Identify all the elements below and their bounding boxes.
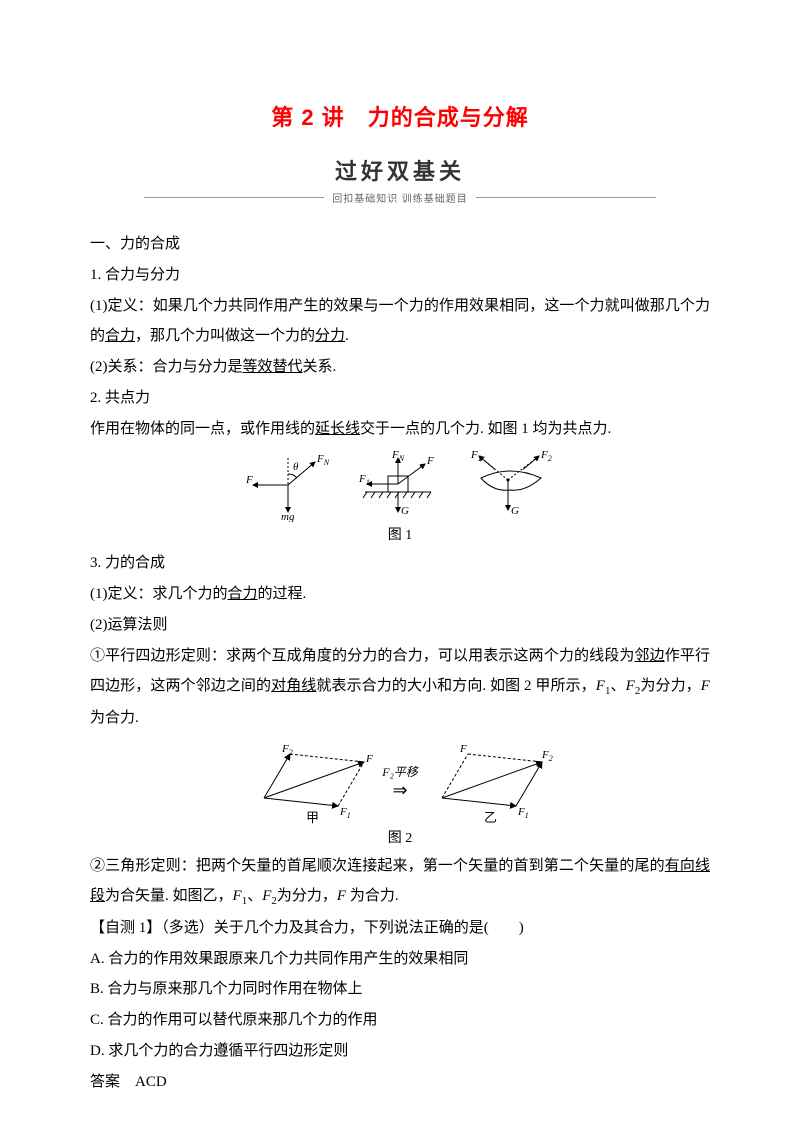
svg-text:F1: F1 — [339, 806, 351, 820]
option-A: A. 合力的作用效果跟原来几个力共同作用产生的效果相同 — [90, 944, 710, 975]
underline-equiv: 等效替代 — [243, 359, 303, 375]
text: 交于一点的几个力. 如图 1 均为共点力. — [360, 421, 611, 437]
text: 为分力， — [277, 888, 337, 904]
section-banner: 过好双基关 回扣基础知识 训练基础题目 — [90, 154, 710, 205]
underline-diag: 对角线 — [271, 678, 316, 694]
var-F1b: F — [233, 888, 242, 904]
underline-ext: 延长线 — [315, 421, 360, 437]
var-F2: F — [626, 678, 635, 694]
fig1-diagram-b: FN F F1 G — [353, 450, 443, 522]
text: 为合矢量. 如图乙， — [105, 888, 233, 904]
heading-1: 一、力的合成 — [90, 229, 710, 260]
text: 、 — [610, 678, 625, 694]
fig2-mid: F₂平移 ⇒ — [382, 763, 418, 801]
underline-side: 邻边 — [634, 648, 664, 664]
para-3-2: (2)运算法则 — [90, 610, 710, 641]
svg-text:θ: θ — [293, 461, 299, 473]
fig2-diagram-jia: F2 F1 F 甲 — [246, 740, 376, 825]
text: ①平行四边形定则：求两个互成角度的分力的合力，可以用表示这两个力的线段为 — [90, 648, 634, 664]
svg-text:F1: F1 — [517, 806, 529, 820]
fig2-diagram-yi: F2 F1 F 乙 — [424, 740, 554, 825]
svg-text:F: F — [365, 753, 373, 765]
text: 为合力. — [346, 888, 399, 904]
text: 为分力， — [640, 678, 700, 694]
text: ，那几个力叫做这一个力的 — [135, 328, 315, 344]
text: 关系. — [303, 359, 337, 375]
fig1-diagram-c: F1 F2 G — [463, 450, 558, 522]
question-stem: 【自测 1】（多选）关于几个力及其合力，下列说法正确的是( ) — [90, 913, 710, 944]
svg-text:F2: F2 — [540, 450, 552, 463]
fig2-mid-text: F₂平移 — [382, 765, 418, 779]
svg-text:F: F — [426, 455, 434, 467]
svg-text:F: F — [459, 743, 467, 755]
svg-text:G: G — [511, 505, 519, 517]
para-relation: (2)关系：合力与分力是等效替代关系. — [90, 352, 710, 383]
para-triangle: ②三角形定则：把两个矢量的首尾顺次连接起来，第一个矢量的首到第二个矢量的尾的有向… — [90, 851, 710, 913]
text: 的过程. — [258, 586, 307, 602]
svg-text:F1: F1 — [470, 450, 482, 463]
underline-heli: 合力 — [105, 328, 135, 344]
text: . — [345, 328, 349, 344]
para-3-1: (1)定义：求几个力的合力的过程. — [90, 579, 710, 610]
text: 作用在物体的同一点，或作用线的 — [90, 421, 315, 437]
svg-text:F: F — [245, 474, 253, 486]
text: 为合力. — [90, 710, 139, 726]
var-F2b: F — [262, 888, 271, 904]
option-D: D. 求几个力的合力遵循平行四边形定则 — [90, 1036, 710, 1067]
banner-line-left — [144, 197, 324, 198]
underline-fenli: 分力 — [315, 328, 345, 344]
para-concurrent: 作用在物体的同一点，或作用线的延长线交于一点的几个力. 如图 1 均为共点力. — [90, 414, 710, 445]
answer: 答案 ACD — [90, 1067, 710, 1098]
figure-1-label: 图 1 — [90, 524, 710, 544]
banner-line-right — [476, 197, 656, 198]
banner-main: 过好双基关 — [90, 154, 710, 186]
label-jia: 甲 — [306, 810, 319, 825]
text: (1)定义：求几个力的 — [90, 586, 228, 602]
text: ②三角形定则：把两个矢量的首尾顺次连接起来，第一个矢量的首到第二个矢量的尾的 — [90, 858, 665, 874]
para-1-1: 1. 合力与分力 — [90, 260, 710, 291]
svg-text:FN: FN — [391, 450, 405, 463]
figure-1-row: θ FN F mg FN F F1 G — [90, 450, 710, 522]
text: 就表示合力的大小和方向. 如图 2 甲所示， — [316, 678, 595, 694]
banner-sub-row: 回扣基础知识 训练基础题目 — [90, 190, 710, 205]
figure-2-label: 图 2 — [90, 827, 710, 847]
underline-heli2: 合力 — [228, 586, 258, 602]
svg-text:F2: F2 — [281, 743, 293, 757]
svg-text:mg: mg — [281, 511, 295, 522]
var-Fb: F — [337, 888, 346, 904]
option-C: C. 合力的作用可以替代原来那几个力的作用 — [90, 1005, 710, 1036]
page-title: 第 2 讲 力的合成与分解 — [90, 100, 710, 132]
var-F1: F — [596, 678, 605, 694]
svg-text:F1: F1 — [358, 473, 370, 487]
svg-text:F2: F2 — [541, 749, 553, 763]
label-yi: 乙 — [484, 810, 497, 825]
svg-text:G: G — [401, 505, 409, 517]
text: (2)关系：合力与分力是 — [90, 359, 243, 375]
text: 、 — [247, 888, 262, 904]
para-2: 2. 共点力 — [90, 383, 710, 414]
para-parallelogram: ①平行四边形定则：求两个互成角度的分力的合力，可以用表示这两个力的线段为邻边作平… — [90, 641, 710, 734]
para-definition-1: (1)定义：如果几个力共同作用产生的效果与一个力的作用效果相同，这一个力就叫做那… — [90, 291, 710, 353]
var-F: F — [701, 678, 710, 694]
svg-text:FN: FN — [316, 453, 330, 467]
banner-sub: 回扣基础知识 训练基础题目 — [332, 190, 468, 205]
option-B: B. 合力与原来那几个力同时作用在物体上 — [90, 974, 710, 1005]
para-3: 3. 力的合成 — [90, 548, 710, 579]
figure-2-row: F2 F1 F 甲 F₂平移 ⇒ F2 F1 F 乙 — [90, 740, 710, 825]
document-page: 第 2 讲 力的合成与分解 过好双基关 回扣基础知识 训练基础题目 一、力的合成… — [0, 0, 800, 1132]
fig1-diagram-a: θ FN F mg — [243, 450, 333, 522]
